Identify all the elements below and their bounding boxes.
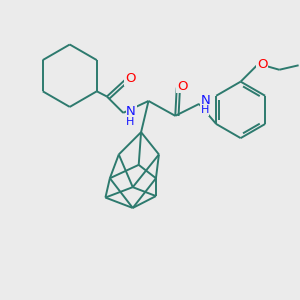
- Text: O: O: [125, 72, 135, 85]
- Text: O: O: [257, 58, 268, 71]
- Text: O: O: [177, 80, 187, 93]
- Text: H: H: [200, 106, 209, 116]
- Text: H: H: [126, 117, 135, 128]
- Text: N: N: [200, 94, 210, 107]
- Text: N: N: [126, 105, 136, 118]
